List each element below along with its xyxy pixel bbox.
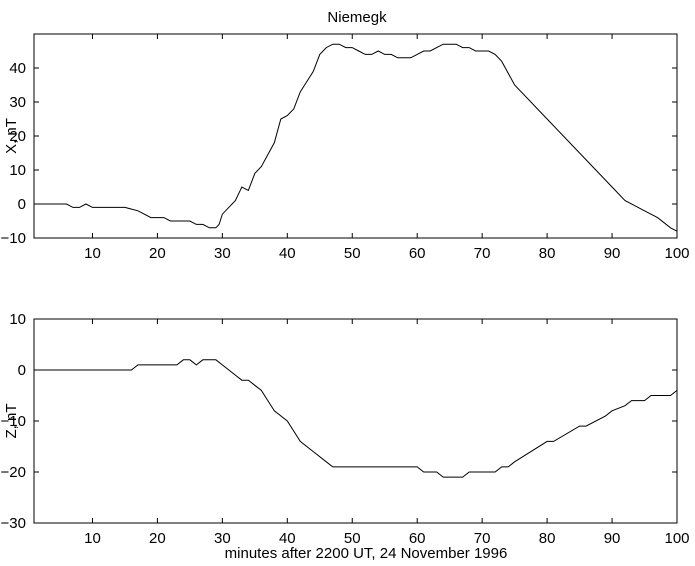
series-line-z <box>34 359 678 478</box>
axis-ticks <box>34 318 678 524</box>
y-tick-label: −20 <box>1 464 26 481</box>
x-tick-label: 80 <box>539 245 556 262</box>
x-tick-label: 40 <box>279 530 296 547</box>
y-axis-label: X, nT <box>3 118 20 154</box>
x-tick-label: 20 <box>149 530 166 547</box>
plot-frame <box>33 33 678 239</box>
tick-labels: 10 20 30 40 50 60 70 80 90 100 −10 0 10 20 30 40 <box>1 60 690 262</box>
x-tick-label: 40 <box>279 245 296 262</box>
plot-frame <box>33 318 678 524</box>
x-tick-label: 30 <box>214 530 231 547</box>
chart-title: Niemegk <box>327 9 387 26</box>
x-tick-label: 100 <box>664 245 689 262</box>
x-tick-label: 90 <box>604 530 621 547</box>
x-tick-label: 10 <box>84 245 101 262</box>
x-tick-label: 70 <box>474 530 491 547</box>
x-tick-label: 90 <box>604 245 621 262</box>
series-line-x <box>34 43 678 232</box>
x-axis-label: minutes after 2200 UT, 24 November 1996 <box>225 545 508 562</box>
y-tick-label: 20 <box>9 128 26 145</box>
x-tick-label: 60 <box>409 245 426 262</box>
x-tick-label: 10 <box>84 530 101 547</box>
y-tick-label: 10 <box>9 162 26 179</box>
y-tick-label: −10 <box>1 230 26 247</box>
tick-labels: 10 20 30 40 50 60 70 80 90 100 −30 −20 −10 0 10 <box>1 311 690 547</box>
x-tick-label: 70 <box>474 245 491 262</box>
y-tick-label: 30 <box>9 94 26 111</box>
x-tick-label: 50 <box>344 530 361 547</box>
x-tick-label: 50 <box>344 245 361 262</box>
y-tick-label: 40 <box>9 60 26 77</box>
panel-x-component: Niemegk 10 20 30 40 50 60 70 80 90 100 −10 0 10 20 30 4… <box>1 9 690 262</box>
y-tick-label: 0 <box>18 196 26 213</box>
y-axis-label: Z, nT <box>3 403 20 438</box>
y-tick-label: 0 <box>18 362 26 379</box>
x-tick-label: 100 <box>664 530 689 547</box>
y-tick-label: 10 <box>9 311 26 328</box>
x-tick-label: 30 <box>214 245 231 262</box>
x-tick-label: 60 <box>409 530 426 547</box>
y-tick-label: −30 <box>1 515 26 532</box>
x-tick-label: 20 <box>149 245 166 262</box>
y-tick-label: −10 <box>1 413 26 430</box>
x-tick-label: 80 <box>539 530 556 547</box>
axis-ticks <box>34 34 678 239</box>
